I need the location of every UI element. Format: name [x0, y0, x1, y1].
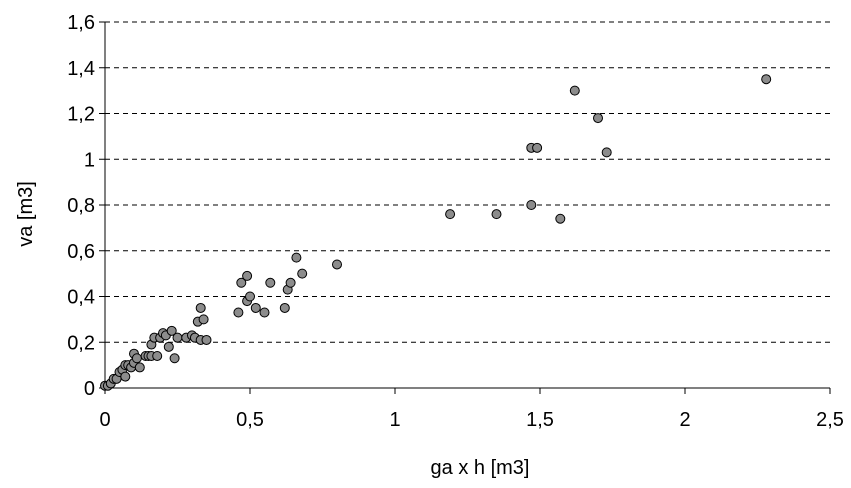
axes [99, 21, 831, 394]
data-point [526, 200, 537, 210]
data-point [297, 268, 308, 279]
data-point [169, 353, 180, 364]
data-point [198, 314, 209, 325]
data-point [532, 142, 543, 153]
data-point [265, 277, 276, 288]
data-point [152, 350, 163, 361]
x-tick-label: 1,5 [526, 409, 554, 431]
x-axis-label: ga x h [m3] [431, 457, 530, 479]
x-tick-labels: 0 0,5 1 1,5 2 2,5 [99, 409, 843, 431]
data-point [172, 332, 183, 343]
data-point [279, 302, 290, 313]
data-point [134, 362, 145, 373]
y-tick-label: 0 [84, 378, 95, 400]
data-point [593, 113, 603, 124]
x-tick-label: 2 [679, 409, 690, 431]
y-axis-label: va [m3] [15, 181, 37, 247]
data-point [601, 147, 612, 158]
data-point [163, 341, 174, 352]
y-tick-label: 1,6 [67, 12, 95, 34]
data-point [120, 371, 131, 382]
data-points [100, 74, 772, 391]
data-point [555, 213, 566, 224]
y-tick-labels: 0 0,2 0,4 0,6 0,8 1 1,2 1,4 1,6 [67, 12, 95, 400]
data-point [195, 302, 206, 313]
x-tick-label: 0,5 [236, 409, 264, 431]
data-point [236, 277, 247, 288]
grid-lines [105, 21, 830, 343]
data-point [761, 74, 772, 85]
y-tick-label: 0,8 [67, 195, 95, 217]
x-tick-label: 2,5 [816, 409, 844, 431]
y-tick-label: 1 [84, 149, 95, 171]
data-point [332, 259, 342, 270]
x-tick-label: 1 [389, 409, 400, 431]
data-point [131, 353, 142, 364]
data-point [201, 334, 212, 345]
data-point [291, 252, 302, 263]
y-tick-label: 1,2 [67, 104, 95, 126]
y-tick-label: 1,4 [67, 58, 95, 80]
data-point [259, 307, 270, 318]
data-point [250, 302, 261, 313]
y-tick-label: 0,6 [67, 241, 95, 263]
data-point [166, 325, 177, 336]
data-point [491, 209, 502, 220]
data-point [242, 270, 253, 281]
y-tick-label: 0,2 [67, 332, 95, 354]
x-tick-label: 0 [99, 409, 110, 431]
data-point [233, 307, 244, 318]
data-point [445, 209, 456, 220]
data-point [245, 291, 255, 302]
y-tick-label: 0,4 [67, 287, 95, 309]
data-point [569, 85, 580, 96]
data-point [285, 277, 296, 288]
